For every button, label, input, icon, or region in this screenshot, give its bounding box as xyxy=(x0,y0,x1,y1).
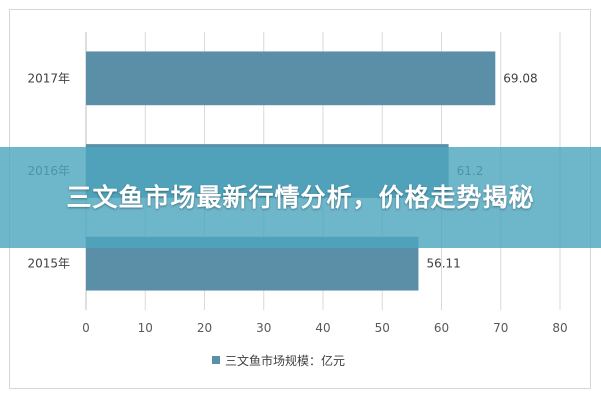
x-tick-label: 40 xyxy=(315,321,330,335)
legend: 三文鱼市场规模：亿元 xyxy=(212,353,345,368)
legend-swatch xyxy=(212,356,220,364)
x-tick-label: 70 xyxy=(493,321,508,335)
category-label: 2017年 xyxy=(27,71,70,85)
data-label: 56.11 xyxy=(426,257,460,271)
bar xyxy=(86,51,496,106)
x-tick-label: 50 xyxy=(375,321,390,335)
banner-title: 三文鱼市场最新行情分析，价格走势揭秘 xyxy=(66,182,535,212)
data-label: 69.08 xyxy=(503,71,537,85)
title-banner: 三文鱼市场最新行情分析，价格走势揭秘 xyxy=(0,147,601,248)
x-tick-label: 60 xyxy=(434,321,449,335)
category-label: 2015年 xyxy=(27,257,70,271)
x-tick-label: 30 xyxy=(256,321,271,335)
x-tick-label: 0 xyxy=(82,321,90,335)
legend-label: 三文鱼市场规模：亿元 xyxy=(225,353,345,368)
x-tick-label: 10 xyxy=(138,321,153,335)
x-tick-label: 80 xyxy=(552,321,567,335)
x-tick-label: 20 xyxy=(197,321,212,335)
